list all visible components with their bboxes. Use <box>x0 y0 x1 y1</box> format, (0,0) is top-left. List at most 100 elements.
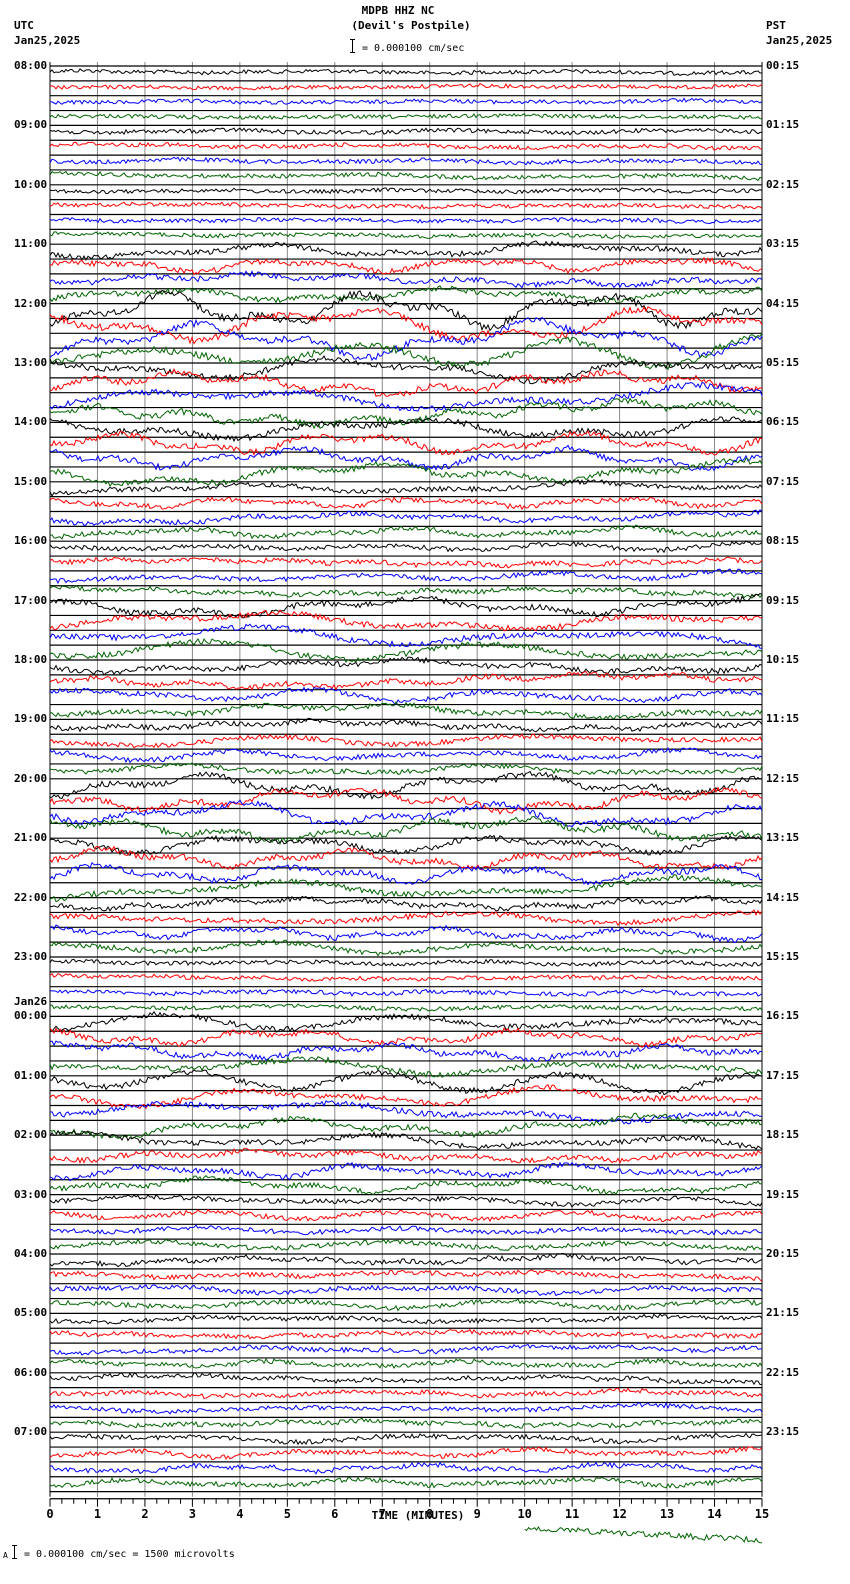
pst-hour-label: 16:15 <box>766 1009 800 1023</box>
pst-hour-label: 22:15 <box>766 1365 800 1379</box>
utc-hour-label: 13:00 <box>14 356 48 369</box>
seismic-trace <box>49 568 763 585</box>
trace-row <box>49 416 763 443</box>
utc-hour-label: 03:00 <box>14 1187 48 1201</box>
seismic-trace <box>49 113 763 121</box>
seismic-trace <box>49 1417 763 1429</box>
utc-hour-label: 10:00 <box>14 177 48 191</box>
utc-hour-label: 23:00 <box>14 950 48 963</box>
trace-row <box>49 1027 763 1049</box>
utc-hour-label: 21:00 <box>14 831 48 845</box>
trace-row <box>49 156 763 166</box>
trace-row <box>49 355 763 385</box>
trace-row <box>49 762 763 776</box>
seismic-trace <box>49 285 763 304</box>
trace-row <box>49 623 762 649</box>
trace-row <box>49 1112 763 1140</box>
seismic-trace <box>49 289 763 332</box>
x-tick-label: 8 <box>426 1507 433 1521</box>
trace-row <box>49 733 763 749</box>
seismic-trace <box>49 97 763 105</box>
seismic-trace <box>49 770 763 800</box>
seismic-trace <box>49 1129 763 1151</box>
station-location: (Devil's Postpile) <box>351 19 471 32</box>
utc-hour-label: 04:00 <box>14 1247 48 1260</box>
seismic-trace <box>49 1298 763 1312</box>
x-tick-label: 3 <box>189 1507 196 1521</box>
seismic-trace <box>49 1112 763 1140</box>
utc-hour-label: 19:00 <box>14 712 48 726</box>
x-tick-label: 7 <box>379 1507 386 1521</box>
trace-row <box>49 231 763 240</box>
seismic-trace <box>49 686 763 705</box>
trace-row <box>49 368 763 397</box>
seismic-trace <box>49 1313 763 1325</box>
seismic-trace <box>49 874 763 903</box>
trace-row <box>49 457 763 488</box>
seismic-trace <box>49 656 763 676</box>
seismic-trace <box>49 1027 763 1049</box>
seismic-trace <box>49 671 763 692</box>
trace-row <box>49 1056 763 1079</box>
seismic-trace <box>49 733 763 749</box>
trace-row <box>49 1161 763 1182</box>
trace-row <box>49 240 763 261</box>
trace-row <box>49 909 763 927</box>
trace-row <box>49 556 763 569</box>
trace-row <box>49 1328 763 1340</box>
seismic-trace <box>49 187 763 195</box>
seismic-trace <box>49 201 763 210</box>
utc-hour-label: 01:00 <box>14 1068 48 1082</box>
trace-row <box>49 1313 763 1325</box>
trace-row <box>49 861 763 886</box>
trace-row <box>49 568 763 585</box>
pst-hour-label: 17:15 <box>766 1068 800 1082</box>
trace-row <box>49 1040 763 1063</box>
seismic-trace <box>49 556 763 569</box>
seismic-trace <box>49 717 763 733</box>
seismic-trace <box>49 240 763 261</box>
seismic-trace <box>49 1343 763 1356</box>
seismic-trace <box>49 1040 763 1063</box>
trace-row <box>49 1238 763 1251</box>
trace-row <box>49 815 763 846</box>
x-axis-title: TIME (MINUTES) <box>371 1509 465 1522</box>
seismic-trace <box>49 270 763 289</box>
trace-row <box>49 1357 763 1369</box>
pst-hour-label: 03:15 <box>766 237 800 251</box>
trace-row <box>49 97 763 105</box>
trace-row <box>49 1175 763 1196</box>
trace-row <box>49 332 763 371</box>
seismic-trace <box>49 430 763 457</box>
trace-row <box>49 637 763 663</box>
pst-hour-label: 06:15 <box>766 415 800 429</box>
trace-row <box>49 988 763 997</box>
trace-row <box>49 770 763 800</box>
trace-row <box>49 305 763 345</box>
trace-row <box>49 1446 763 1461</box>
trace-row <box>49 1269 763 1282</box>
seismic-trace <box>49 958 763 968</box>
trace-row <box>49 924 763 944</box>
seismic-trace <box>49 170 763 182</box>
trace-row <box>49 1253 763 1268</box>
seismic-trace <box>49 127 763 136</box>
scale-text: = 0.000100 cm/sec <box>362 43 465 54</box>
seismic-trace <box>49 1357 763 1369</box>
trace-row <box>49 113 763 121</box>
seismic-trace <box>49 524 763 540</box>
seismic-trace <box>49 416 763 443</box>
x-tick-label: 1 <box>94 1507 101 1521</box>
seismic-trace <box>49 762 763 776</box>
footer-scale-note: = 0.000100 cm/sec = 1500 microvolts <box>24 1549 235 1560</box>
trace-row <box>49 786 763 815</box>
trace-row <box>49 170 763 182</box>
trace-row <box>49 1224 763 1236</box>
trace-row <box>49 397 763 430</box>
trace-row <box>49 686 763 705</box>
utc-hour-label: 16:00 <box>14 534 48 548</box>
utc-hour-label: 11:00 <box>14 237 48 251</box>
seismic-trace <box>49 1161 763 1182</box>
pst-hour-label: 18:15 <box>766 1128 800 1142</box>
trace-row <box>49 256 763 276</box>
